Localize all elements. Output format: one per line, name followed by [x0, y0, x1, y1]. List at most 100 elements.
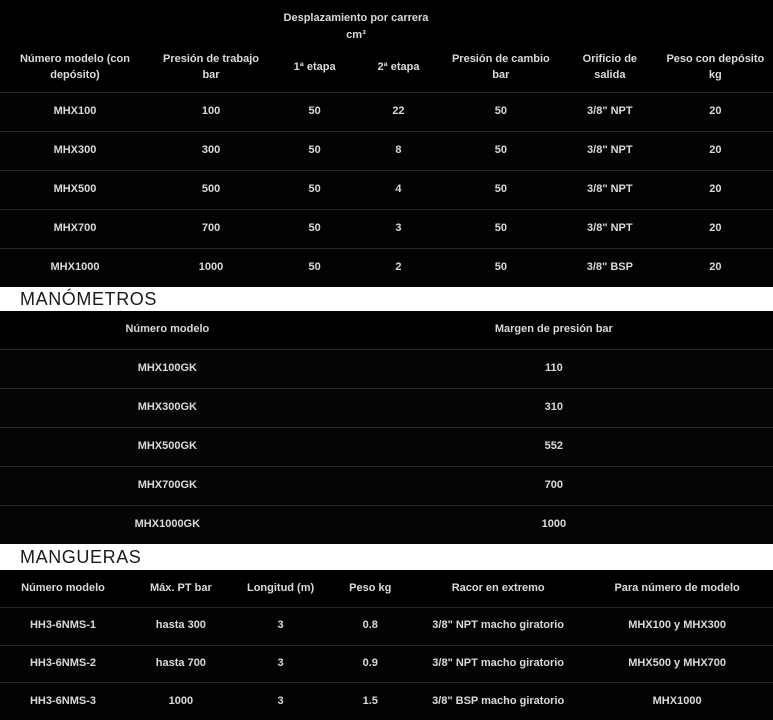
cell-working-pressure: 700 [201, 222, 221, 235]
cell-length: 3 [277, 656, 284, 669]
cell-weight: 0.8 [362, 619, 378, 632]
cell-model: MHX1000 [50, 261, 100, 274]
cell-outlet-port: 3/8" NPT [587, 144, 633, 157]
manometros-section-band: MANÓMETROS [0, 287, 773, 311]
cell-pressure-range: 552 [544, 440, 564, 453]
spec-table: Desplazamiento por carrera cm³ Número mo… [0, 0, 773, 287]
table-row: MHX700 700 50 3 50 3/8" NPT 20 [0, 209, 773, 248]
cell-for-models: MHX1000 [652, 694, 702, 707]
spec-column-headers: Número modelo (con depósito) Presión de … [0, 44, 773, 92]
column-header-2a-etapa: 2ª etapa [377, 61, 420, 74]
mangueras-column-headers: Número modelo Máx. PT bar Longitud (m) P… [0, 570, 773, 607]
column-header-numero-modelo: Número modelo [21, 581, 105, 594]
cell-stage1: 50 [308, 183, 321, 196]
column-header-peso: Peso kg [349, 581, 392, 594]
mangueras-table: Número modelo Máx. PT bar Longitud (m) P… [0, 570, 773, 720]
table-row: MHX100GK 110 [0, 349, 773, 388]
cell-stage2: 2 [395, 261, 402, 274]
cell-change-pressure: 50 [494, 261, 507, 274]
cell-pressure-range: 310 [544, 401, 564, 414]
table-row: MHX500GK 552 [0, 427, 773, 466]
column-header-orificio-salida: Orificio de salida [582, 53, 638, 81]
column-header-numero-modelo: Número modelo [125, 323, 210, 336]
cell-change-pressure: 50 [494, 222, 507, 235]
cell-model: MHX1000GK [134, 518, 201, 531]
cell-end-fitting: 3/8" NPT macho giratorio [432, 656, 565, 669]
cell-model: MHX100GK [137, 362, 197, 375]
table-row: MHX300 300 50 8 50 3/8" NPT 20 [0, 131, 773, 170]
column-header-max-pt: Máx. PT bar [149, 581, 212, 594]
table-row: MHX1000 1000 50 2 50 3/8" BSP 20 [0, 248, 773, 287]
cell-pressure-range: 700 [544, 479, 564, 492]
cell-model: MHX300GK [137, 401, 197, 414]
cell-pressure-range: 1000 [541, 518, 567, 531]
cell-change-pressure: 50 [494, 144, 507, 157]
cell-change-pressure: 50 [494, 105, 507, 118]
cell-end-fitting: 3/8" BSP macho giratorio [432, 694, 565, 707]
cell-weight: 20 [709, 261, 722, 274]
cell-model: HH3-6NMS-2 [29, 656, 96, 669]
column-header-para-modelo: Para número de modelo [614, 581, 740, 594]
column-header-racor: Racor en extremo [451, 581, 545, 594]
column-header-peso-deposito: Peso con depósito kg [666, 53, 765, 81]
cell-for-models: MHX100 y MHX300 [628, 619, 727, 632]
column-header-margen-presion: Margen de presión bar [494, 323, 613, 336]
cell-stage1: 50 [308, 144, 321, 157]
cell-model: MHX300 [53, 144, 97, 157]
cell-weight: 20 [709, 183, 722, 196]
column-header-presion-trabajo: Presión de trabajo bar [163, 53, 259, 81]
cell-model: MHX500 [53, 183, 97, 196]
section-title-mangueras: MANGUERAS [20, 546, 142, 567]
cell-working-pressure: 1000 [198, 261, 224, 274]
cell-outlet-port: 3/8" NPT [587, 183, 633, 196]
cell-model: HH3-6NMS-3 [29, 694, 96, 707]
cell-model: MHX100 [53, 105, 97, 118]
cell-outlet-port: 3/8" BSP [586, 261, 633, 274]
cell-stage2: 22 [392, 105, 405, 118]
mangueras-section-band: MANGUERAS [0, 544, 773, 570]
cell-weight: 1.5 [362, 694, 378, 707]
cell-working-pressure: 100 [201, 105, 221, 118]
cell-max-pt: hasta 300 [155, 619, 206, 632]
cell-model: MHX500GK [137, 440, 197, 453]
cell-stage2: 3 [395, 222, 402, 235]
cell-outlet-port: 3/8" NPT [587, 105, 633, 118]
table-row: MHX100 100 50 22 50 3/8" NPT 20 [0, 92, 773, 131]
cell-change-pressure: 50 [494, 183, 507, 196]
cell-max-pt: hasta 700 [155, 656, 206, 669]
spec-group-header-row: Desplazamiento por carrera cm³ [0, 0, 773, 44]
cell-weight: 20 [709, 222, 722, 235]
column-header-presion-cambio: Presión de cambio bar [451, 53, 550, 81]
cell-model: HH3-6NMS-1 [29, 619, 96, 632]
table-row: MHX500 500 50 4 50 3/8" NPT 20 [0, 170, 773, 209]
cell-pressure-range: 110 [544, 362, 563, 375]
manometros-column-headers: Número modelo Margen de presión bar [0, 311, 773, 349]
manometros-table: Número modelo Margen de presión bar MHX1… [0, 311, 773, 544]
cell-stage1: 50 [308, 222, 321, 235]
cell-working-pressure: 500 [201, 183, 221, 196]
cell-weight: 20 [709, 144, 722, 157]
cell-for-models: MHX500 y MHX700 [628, 656, 727, 669]
section-title-manometros: MANÓMETROS [20, 288, 158, 309]
cell-length: 3 [277, 694, 284, 707]
table-row: MHX300GK 310 [0, 388, 773, 427]
group-header-desplazamiento: Desplazamiento por carrera cm³ [283, 12, 429, 41]
cell-working-pressure: 300 [201, 144, 221, 157]
table-row: MHX700GK 700 [0, 466, 773, 505]
spec-table-header: Desplazamiento por carrera cm³ Número mo… [0, 0, 773, 92]
cell-end-fitting: 3/8" NPT macho giratorio [432, 619, 565, 632]
cell-weight: 20 [709, 105, 722, 118]
column-header-numero-modelo: Número modelo (con depósito) [19, 53, 130, 81]
cell-stage2: 4 [395, 183, 402, 196]
table-row: MHX1000GK 1000 [0, 505, 773, 544]
column-header-1a-etapa: 1ª etapa [293, 61, 336, 74]
table-row: HH3-6NMS-3 1000 3 1.5 3/8" BSP macho gir… [0, 682, 773, 720]
cell-max-pt: 1000 [168, 694, 194, 707]
cell-stage1: 50 [308, 261, 321, 274]
cell-model: MHX700GK [137, 479, 197, 492]
table-row: HH3-6NMS-2 hasta 700 3 0.9 3/8" NPT mach… [0, 644, 773, 683]
cell-stage1: 50 [308, 105, 321, 118]
cell-length: 3 [277, 619, 284, 632]
table-row: HH3-6NMS-1 hasta 300 3 0.8 3/8" NPT mach… [0, 607, 773, 645]
